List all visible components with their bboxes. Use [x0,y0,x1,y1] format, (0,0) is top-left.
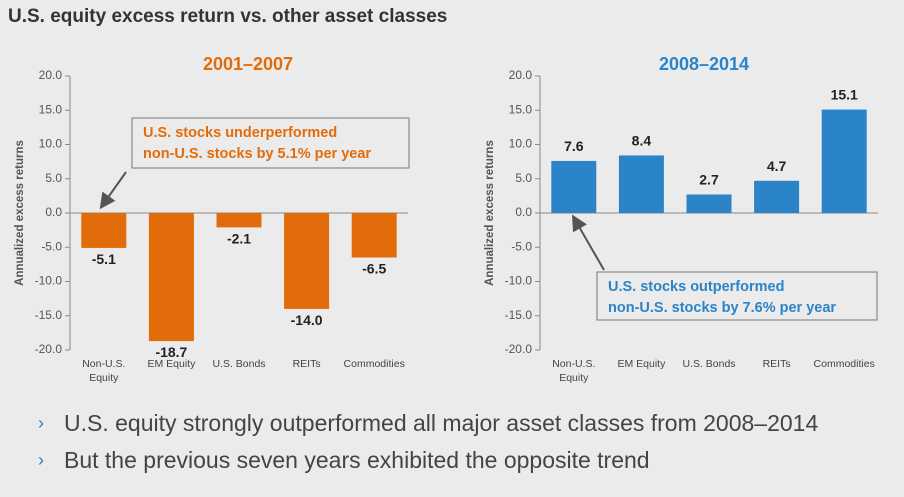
y-tick-label: 5.0 [515,171,532,185]
data-label: 8.4 [632,132,652,148]
y-axis-label: Annualized excess returns [484,140,496,286]
annotation-text: non-U.S. stocks by 7.6% per year [608,300,836,316]
y-tick-label: 10.0 [39,137,63,151]
data-label: -2.1 [227,230,251,246]
bullet-item-2: › But the previous seven years exhibited … [38,447,650,474]
annotation-arrow [572,214,605,271]
x-tick-label: REITs [293,358,321,370]
bullet-text-2: But the previous seven years exhibited t… [64,447,650,473]
data-label: -18.7 [155,344,187,360]
y-tick-label: 15.0 [509,102,533,116]
y-tick-label: 10.0 [509,137,533,151]
x-tick-label: REITs [763,358,791,370]
data-label: 15.1 [831,87,858,103]
annotation-text: U.S. stocks outperformed [608,279,784,295]
annotation-box [131,117,410,169]
x-tick-label: EM Equity [147,358,196,370]
bar [686,194,732,213]
bar [551,160,597,213]
x-tick-label: Non-U.S. [552,358,595,370]
data-label: -6.5 [362,261,386,277]
annotation-arrow [99,171,127,210]
data-label: 7.6 [564,138,584,154]
y-tick-label: -5.0 [511,239,532,253]
bar [618,155,664,213]
page-title: U.S. equity excess return vs. other asse… [8,6,448,27]
data-label: -5.1 [92,251,116,267]
y-axis-label: Annualized excess returns [14,140,26,286]
bar [754,180,800,213]
y-tick-label: 15.0 [39,102,63,116]
x-tick-label: Non-U.S. [82,358,125,370]
data-label: -14.0 [291,312,323,328]
x-tick-label: Commodities [814,358,875,370]
x-tick-label: U.S. Bonds [212,358,265,370]
x-tick-label: Commodities [344,358,405,370]
bar [81,213,127,248]
chart-title: 2008–2014 [659,54,749,74]
y-tick-label: 0.0 [45,205,62,219]
data-label: 2.7 [699,172,719,188]
chart-title: 2001–2007 [203,54,293,74]
annotation-box [596,271,878,321]
x-tick-label: EM Equity [617,358,666,370]
y-tick-label: -10.0 [505,274,533,288]
x-tick-label: U.S. Bonds [682,358,735,370]
bullet-text-1: U.S. equity strongly outperformed all ma… [64,410,819,436]
annotation-text: U.S. stocks underperformed [143,125,337,141]
y-tick-label: -10.0 [35,274,63,288]
bar [821,109,867,213]
y-tick-label: 20.0 [39,68,63,82]
bar [284,213,330,309]
bar [216,213,262,228]
y-tick-label: -15.0 [35,308,63,322]
annotation-text: non-U.S. stocks by 5.1% per year [143,146,371,162]
x-tick-label: Equity [559,372,589,384]
x-tick-label: Equity [89,372,119,384]
chevron-right-icon: › [38,450,44,470]
y-tick-label: 5.0 [45,171,62,185]
bar [148,213,194,342]
y-tick-label: -5.0 [41,239,62,253]
y-tick-label: 20.0 [509,68,533,82]
y-tick-label: -15.0 [505,308,533,322]
y-tick-label: -20.0 [505,342,533,356]
bullet-item-1: › U.S. equity strongly outperformed all m… [38,410,818,437]
data-label: 4.7 [767,158,787,174]
chevron-right-icon: › [38,413,44,433]
y-tick-label: 0.0 [515,205,532,219]
y-tick-label: -20.0 [35,342,63,356]
bar [351,213,397,258]
